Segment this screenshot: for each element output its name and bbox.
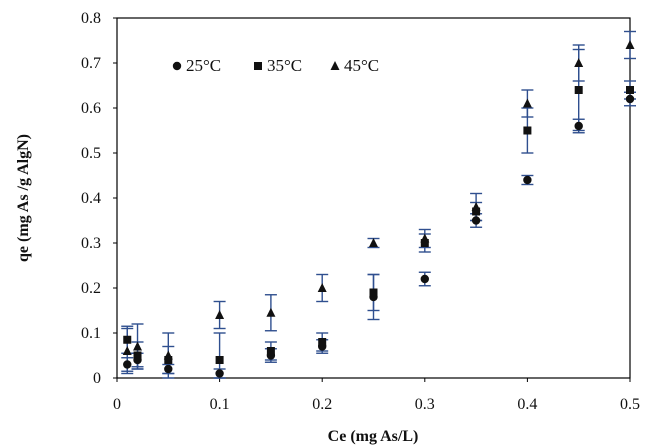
data-point-circle [471,216,481,225]
y-tick-label: 0.1 [81,325,101,342]
data-point-triangle [625,40,635,49]
data-point-triangle [266,307,276,317]
error-bars [121,30,636,379]
data-point-square [369,288,378,297]
data-point-triangle [163,350,173,360]
data-point-circle [625,94,635,104]
data-point-square [215,356,224,364]
data-point-triangle [122,346,132,355]
legend-marker-square [254,62,262,70]
x-axis-title: Ce (mg As/L) [328,428,419,445]
y-tick-label: 0.8 [81,10,101,27]
x-tick-label: 0.3 [415,396,435,413]
legend-marker-triangle [330,61,340,70]
data-point-triangle [133,341,143,351]
y-axis-ticks: 0 0.1 0.2 0.3 0.4 0.5 0.6 0.7 0.8 [81,10,117,387]
y-tick-label: 0.7 [81,55,101,72]
y-tick-label: 0 [93,370,101,387]
data-point-square [472,207,481,216]
data-point-circle [215,369,224,378]
legend-label: 25°C [186,56,221,75]
x-tick-label: 0 [113,396,121,413]
data-point-circle [574,121,583,131]
y-tick-label: 0.2 [81,280,101,297]
legend-marker-circle [172,61,182,71]
y-tick-label: 0.3 [81,235,101,252]
legend: 25°C 35°C 45°C [172,56,379,75]
data-point-square [164,356,173,364]
data-point-square [133,351,142,360]
legend-label: 35°C [267,56,302,75]
x-tick-label: 0.2 [312,396,332,413]
data-point-square [574,86,583,94]
legend-label: 45°C [344,56,379,75]
data-point-circle [523,175,532,185]
data-point-square [266,347,275,355]
data-point-square [123,335,132,344]
data-markers [122,40,635,378]
data-point-triangle [471,202,481,211]
data-point-circle [420,274,429,284]
data-point-circle [123,360,132,369]
x-tick-label: 0.4 [517,396,537,413]
y-tick-label: 0.4 [81,190,101,207]
data-point-square [318,338,327,346]
y-axis-title: qe (mg As /g AlgN) [15,134,32,262]
data-point-square [626,86,634,94]
data-point-triangle [369,238,378,247]
x-axis-ticks: 0 0.1 0.2 0.3 0.4 0.5 [113,378,640,413]
y-tick-label: 0.6 [81,100,101,117]
data-point-triangle [522,98,532,108]
x-tick-label: 0.1 [210,396,230,413]
data-point-triangle [215,310,225,319]
x-tick-label: 0.5 [620,396,640,413]
data-point-triangle [420,233,430,243]
data-point-triangle [317,283,327,292]
data-point-triangle [574,58,584,67]
data-point-square [523,126,532,135]
y-tick-label: 0.5 [81,145,101,162]
data-point-square [420,239,429,247]
data-point-circle [164,364,173,374]
